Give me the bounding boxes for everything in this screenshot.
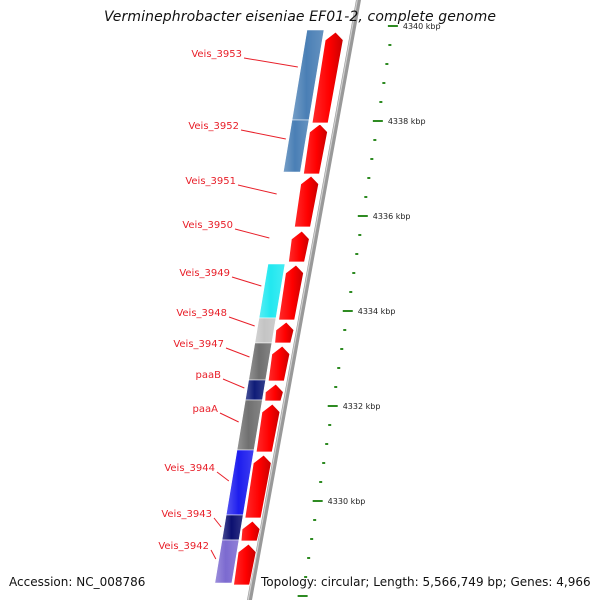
forward-arrow (255, 403, 281, 453)
reverse-strand-features (214, 29, 325, 584)
feature-bar-Veis_3948 (254, 317, 277, 344)
gene-label: Veis_3947 (173, 339, 224, 350)
label-leader-line (243, 57, 298, 68)
accession-text: Accession: NC_008786 (9, 575, 146, 589)
label-leader-line (234, 228, 270, 239)
gene-label: Veis_3944 (164, 463, 215, 474)
gene-label: Veis_3950 (182, 220, 233, 231)
forward-arrow (288, 230, 310, 263)
forward-arrow (274, 321, 295, 344)
gene-label: Veis_3942 (158, 541, 209, 552)
forward-strand-features (233, 31, 344, 586)
feature-bar-paaB (244, 379, 267, 401)
forward-arrow (278, 264, 305, 321)
label-leader-line (237, 184, 277, 195)
gene-label: Veis_3949 (179, 268, 230, 279)
label-leader-line (228, 316, 255, 327)
gene-label: paaB (196, 370, 222, 381)
label-leader-line (213, 517, 222, 528)
label-leader-lines (210, 57, 298, 560)
forward-arrow (293, 175, 320, 228)
ruler-label: 4340 kbp (403, 22, 441, 31)
forward-arrow (267, 345, 291, 382)
ruler-labels: 4340 kbp 4338 kbp 4336 kbp 4334 kbp 4332 kbp… (328, 22, 441, 506)
forward-arrow (264, 383, 284, 402)
ruler-label: 4332 kbp (343, 402, 381, 411)
tick-marks (297, 25, 398, 597)
label-leader-line (219, 412, 239, 423)
feature-bar-Veis_3952 (282, 119, 310, 173)
forward-arrow (302, 123, 328, 175)
forward-arrow (233, 543, 257, 586)
gene-label: Veis_3948 (176, 308, 227, 319)
ruler-label: 4334 kbp (358, 307, 396, 316)
gene-label: Veis_3952 (188, 121, 239, 132)
gene-label: Veis_3943 (161, 509, 212, 520)
gene-label: Veis_3953 (191, 49, 242, 60)
label-leader-line (231, 276, 262, 287)
feature-bar-Veis_3947 (248, 342, 273, 381)
forward-arrow (311, 31, 344, 124)
feature-bar-Veis_3942 (214, 539, 240, 584)
ruler-label: 4336 kbp (373, 212, 411, 221)
ruler-label: 4338 kbp (388, 117, 426, 126)
label-leader-line (225, 347, 250, 358)
forward-arrow (244, 454, 272, 519)
gene-label: Veis_3951 (185, 176, 236, 187)
topology-text: Topology: circular; Length: 5,566,749 bp… (261, 575, 591, 589)
gene-label: paaA (193, 404, 219, 415)
forward-arrow (240, 520, 261, 542)
map-title: Verminephrobacter eiseniae EF01-2, compl… (103, 9, 497, 25)
label-leader-line (240, 129, 286, 140)
label-leader-line (222, 378, 245, 389)
label-leader-line (210, 549, 217, 560)
feature-bar-Veis_3943 (221, 514, 244, 541)
gene-labels: Veis_3953 Veis_3952 Veis_3951 Veis_3950 Veis… (158, 49, 242, 552)
genome-backbone (247, 0, 361, 600)
backbone-highlight (247, 0, 358, 600)
label-leader-line (216, 471, 230, 482)
ruler-label: 4330 kbp (328, 497, 366, 506)
